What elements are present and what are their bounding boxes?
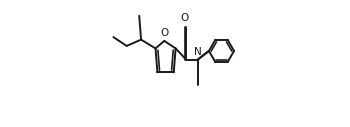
Text: N: N	[194, 47, 202, 57]
Text: O: O	[160, 28, 168, 38]
Text: O: O	[181, 13, 189, 23]
